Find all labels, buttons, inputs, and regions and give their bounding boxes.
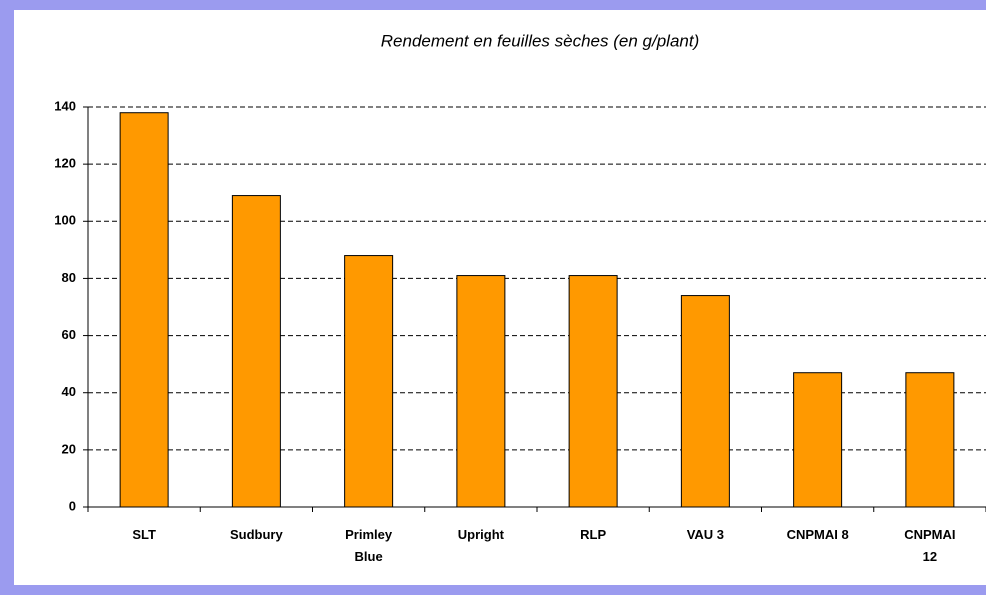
x-tick-label: RLP [580,527,607,542]
y-tick-label: 80 [62,270,76,285]
y-tick-label: 100 [54,213,76,228]
bar [231,195,281,508]
y-tick-label: 0 [69,498,76,513]
x-tick-label: Upright [457,527,504,542]
bar [344,255,394,508]
y-tick-label: 20 [62,441,76,456]
bar [456,275,506,508]
bar [568,275,618,508]
x-tick-label: SLT [132,527,156,542]
y-tick-label: 60 [62,327,76,342]
y-tick-label: 140 [54,98,76,113]
x-tick-label: CNPMAI 8 [786,527,849,542]
bar [793,372,843,508]
bar [905,372,955,508]
bar [119,112,169,508]
chart-title: Rendement en feuilles sèches (en g/plant… [381,31,699,50]
bar [680,295,730,508]
y-tick-label: 120 [54,156,76,171]
x-tick-label: Sudbury [230,527,283,542]
y-tick-label: 40 [62,384,76,399]
x-tick-label: VAU 3 [686,527,725,542]
x-tick-label: CNPMAI 12 [904,527,956,564]
x-tick-label: Primley Blue [345,527,393,564]
